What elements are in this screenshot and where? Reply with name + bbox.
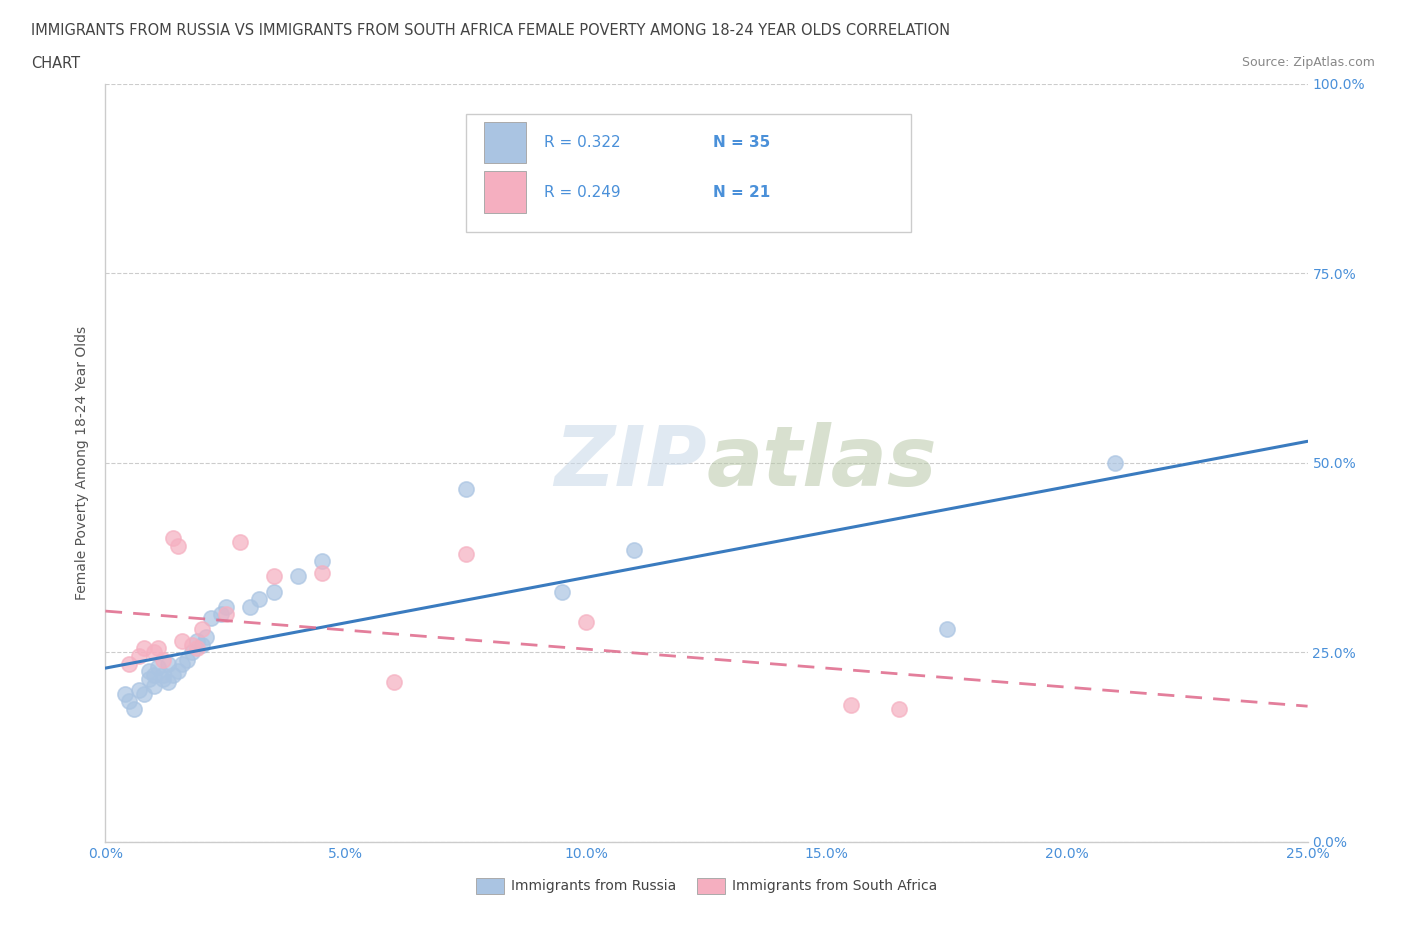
Point (263, 569, 285, 584)
Point (263, 584, 285, 599)
Point (172, 656, 194, 671)
Point (172, 633, 194, 648)
Point (200, 611, 222, 626)
Point (209, 607, 232, 622)
Text: CHART: CHART (31, 56, 80, 71)
Point (114, 686, 136, 701)
FancyBboxPatch shape (465, 114, 911, 232)
Point (190, 622, 212, 637)
Point (190, 637, 212, 652)
Point (936, 622, 959, 637)
Point (311, 565, 333, 580)
Point (551, 584, 574, 599)
Point (186, 641, 208, 656)
FancyBboxPatch shape (484, 171, 526, 213)
Point (839, 698, 862, 712)
Point (162, 531, 184, 546)
Text: atlas: atlas (707, 422, 938, 503)
Text: IMMIGRANTS FROM RUSSIA VS IMMIGRANTS FROM SOUTH AFRICA FEMALE POVERTY AMONG 18-2: IMMIGRANTS FROM RUSSIA VS IMMIGRANTS FRO… (31, 23, 950, 38)
Point (142, 644, 165, 659)
Point (176, 652, 198, 667)
Y-axis label: Female Poverty Among 18-24 Year Olds: Female Poverty Among 18-24 Year Olds (76, 326, 90, 600)
Point (311, 553, 333, 568)
Point (118, 694, 141, 709)
Point (214, 599, 236, 614)
Text: R = 0.249: R = 0.249 (544, 184, 621, 200)
Point (148, 660, 170, 675)
Point (623, 542, 645, 557)
Point (152, 671, 174, 686)
Point (454, 546, 477, 561)
Point (239, 599, 262, 614)
Point (1104, 456, 1126, 471)
Point (128, 683, 150, 698)
Legend: Immigrants from Russia, Immigrants from South Africa: Immigrants from Russia, Immigrants from … (471, 872, 942, 899)
Point (128, 648, 150, 663)
Point (148, 641, 170, 656)
Text: N = 21: N = 21 (713, 184, 769, 200)
Point (138, 664, 160, 679)
Point (118, 656, 141, 671)
Point (186, 633, 208, 648)
Point (142, 668, 165, 683)
Point (454, 482, 477, 497)
Point (132, 686, 155, 701)
Text: N = 35: N = 35 (713, 136, 769, 151)
Point (132, 641, 155, 656)
Point (382, 675, 405, 690)
Point (152, 652, 174, 667)
Point (195, 630, 218, 644)
Point (214, 607, 236, 622)
Point (166, 538, 188, 553)
Point (575, 615, 598, 630)
Point (181, 637, 204, 652)
Text: R = 0.322: R = 0.322 (544, 136, 621, 151)
Point (156, 656, 179, 671)
Point (156, 675, 179, 690)
Point (124, 701, 146, 716)
Point (152, 668, 174, 683)
Point (229, 535, 252, 550)
Point (166, 664, 188, 679)
FancyBboxPatch shape (484, 122, 526, 164)
Point (162, 668, 184, 683)
Point (181, 644, 204, 659)
Point (247, 591, 270, 606)
Point (887, 701, 910, 716)
Point (138, 671, 160, 686)
Text: ZIP: ZIP (554, 422, 707, 503)
Point (287, 569, 309, 584)
Point (142, 679, 165, 694)
Text: Source: ZipAtlas.com: Source: ZipAtlas.com (1241, 56, 1375, 69)
